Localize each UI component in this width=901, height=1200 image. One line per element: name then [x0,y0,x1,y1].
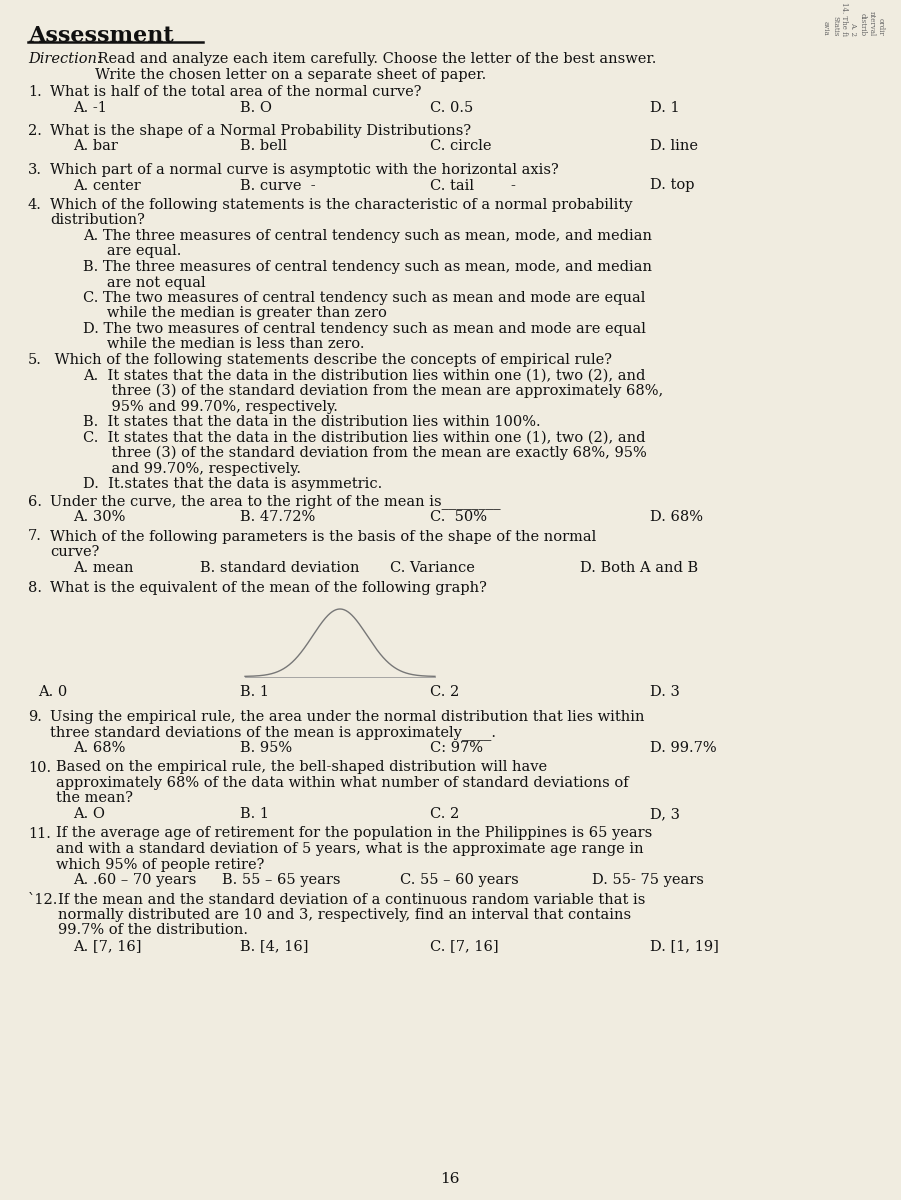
Text: D. 99.7%: D. 99.7% [650,740,716,755]
Text: A. [7, 16]: A. [7, 16] [73,938,141,953]
Text: D. 55- 75 years: D. 55- 75 years [592,874,704,887]
Text: 7.: 7. [28,529,41,544]
Text: B. standard deviation: B. standard deviation [200,560,359,575]
Text: C.  It states that the data in the distribution lies within one (1), two (2), an: C. It states that the data in the distri… [83,431,645,444]
Text: Using the empirical rule, the area under the normal distribution that lies withi: Using the empirical rule, the area under… [50,710,644,724]
Text: A. O: A. O [73,806,105,821]
Text: Based on the empirical rule, the bell-shaped distribution will have: Based on the empirical rule, the bell-sh… [56,761,547,774]
Text: A. mean: A. mean [73,560,133,575]
Text: C. 0.5: C. 0.5 [430,101,473,114]
Text: A. .60 – 70 years: A. .60 – 70 years [73,874,196,887]
Text: B.  It states that the data in the distribution lies within 100%.: B. It states that the data in the distri… [83,415,541,428]
Text: A. center: A. center [73,179,141,192]
Text: ordir
nterval
distrib
A. 2
14. The fi
Statis
avia: ordir nterval distrib A. 2 14. The fi St… [822,2,885,36]
Text: curve?: curve? [50,545,99,559]
Text: three (3) of the standard deviation from the mean are approximately 68%,: three (3) of the standard deviation from… [93,384,663,398]
Text: C. 55 – 60 years: C. 55 – 60 years [400,874,519,887]
Text: If the average age of retirement for the population in the Philippines is 65 yea: If the average age of retirement for the… [56,827,652,840]
Text: 16: 16 [441,1172,460,1186]
Text: D. Both A and B: D. Both A and B [580,560,698,575]
Text: D.  It.states that the data is asymmetric.: D. It.states that the data is asymmetric… [83,476,382,491]
Text: B. The three measures of central tendency such as mean, mode, and median: B. The three measures of central tendenc… [83,260,652,274]
Text: and 99.70%, respectively.: and 99.70%, respectively. [93,462,301,475]
Text: B. [4, 16]: B. [4, 16] [240,938,308,953]
Text: D. line: D. line [650,139,698,154]
Text: 2.: 2. [28,124,41,138]
Text: Which of the following parameters is the basis of the shape of the normal: Which of the following parameters is the… [50,529,596,544]
Text: B. 95%: B. 95% [240,740,292,755]
Text: Assessment: Assessment [28,25,174,47]
Text: C. circle: C. circle [430,139,492,154]
Text: which 95% of people retire?: which 95% of people retire? [56,858,264,871]
Text: distribution?: distribution? [50,214,145,228]
Text: `12.: `12. [28,893,59,906]
Text: 10.: 10. [28,761,51,774]
Text: B. 1: B. 1 [240,684,269,698]
Text: 11.: 11. [28,827,50,840]
Text: A. 68%: A. 68% [73,740,125,755]
Text: 3.: 3. [28,163,42,176]
Text: D. 1: D. 1 [650,101,679,114]
Text: Which part of a normal curve is asymptotic with the horizontal axis?: Which part of a normal curve is asymptot… [50,163,559,176]
Text: Which of the following statements is the characteristic of a normal probability: Which of the following statements is the… [50,198,633,212]
Text: B. O: B. O [240,101,272,114]
Text: D. The two measures of central tendency such as mean and mode are equal: D. The two measures of central tendency … [83,322,646,336]
Text: B. 55 – 65 years: B. 55 – 65 years [222,874,341,887]
Text: while the median is greater than zero: while the median is greater than zero [93,306,387,320]
Text: 1.: 1. [28,85,41,98]
Text: the mean?: the mean? [56,792,133,805]
Text: 6.: 6. [28,494,42,509]
Text: D. 68%: D. 68% [650,510,703,524]
Text: are equal.: are equal. [93,245,181,258]
Text: A. The three measures of central tendency such as mean, mode, and median: A. The three measures of central tendenc… [83,229,652,242]
Text: D. 3: D. 3 [650,684,680,698]
Text: 95% and 99.70%, respectively.: 95% and 99.70%, respectively. [93,400,338,414]
Text: B. bell: B. bell [240,139,287,154]
Text: and with a standard deviation of 5 years, what is the approximate age range in: and with a standard deviation of 5 years… [56,842,643,856]
Text: C. 2: C. 2 [430,806,460,821]
Text: A.  It states that the data in the distribution lies within one (1), two (2), an: A. It states that the data in the distri… [83,368,645,383]
Text: B. 1: B. 1 [240,806,269,821]
Text: Direction:: Direction: [28,52,102,66]
Text: What is the shape of a Normal Probability Distributions?: What is the shape of a Normal Probabilit… [50,124,471,138]
Text: C. [7, 16]: C. [7, 16] [430,938,498,953]
Text: Under the curve, the area to the right of the mean is________: Under the curve, the area to the right o… [50,494,501,509]
Text: C: 97%: C: 97% [430,740,483,755]
Text: 5.: 5. [28,353,41,367]
Text: D. top: D. top [650,179,695,192]
Text: A. -1: A. -1 [73,101,107,114]
Text: D, 3: D, 3 [650,806,680,821]
Text: A. 30%: A. 30% [73,510,125,524]
Text: 4.: 4. [28,198,41,212]
Text: D. [1, 19]: D. [1, 19] [650,938,719,953]
Text: C. 2: C. 2 [430,684,460,698]
Text: If the mean and the standard deviation of a continuous random variable that is: If the mean and the standard deviation o… [58,893,645,906]
Text: 99.7% of the distribution.: 99.7% of the distribution. [58,924,248,937]
Text: A. bar: A. bar [73,139,118,154]
Text: approximately 68% of the data within what number of standard deviations of: approximately 68% of the data within wha… [56,776,629,790]
Text: normally distributed are 10 and 3, respectively, find an interval that contains: normally distributed are 10 and 3, respe… [58,908,631,922]
Text: B. 47.72%: B. 47.72% [240,510,315,524]
Text: C. The two measures of central tendency such as mean and mode are equal: C. The two measures of central tendency … [83,290,645,305]
Text: three standard deviations of the mean is approximately____.: three standard deviations of the mean is… [50,726,496,740]
Text: What is half of the total area of the normal curve?: What is half of the total area of the no… [50,85,422,98]
Text: What is the equivalent of the mean of the following graph?: What is the equivalent of the mean of th… [50,581,487,595]
Text: A. 0: A. 0 [38,684,68,698]
Text: 9.: 9. [28,710,41,724]
Text: C. tail        -: C. tail - [430,179,516,192]
Text: Which of the following statements describe the concepts of empirical rule?: Which of the following statements descri… [50,353,612,367]
Text: Write the chosen letter on a separate sheet of paper.: Write the chosen letter on a separate sh… [95,67,487,82]
Text: C. Variance: C. Variance [390,560,475,575]
Text: while the median is less than zero.: while the median is less than zero. [93,337,365,352]
Text: B. curve  -: B. curve - [240,179,315,192]
Text: 8.: 8. [28,581,42,595]
Text: are not equal: are not equal [93,276,205,289]
Text: C.  50%: C. 50% [430,510,487,524]
Text: three (3) of the standard deviation from the mean are exactly 68%, 95%: three (3) of the standard deviation from… [93,446,647,461]
Text: Read and analyze each item carefully. Choose the letter of the best answer.: Read and analyze each item carefully. Ch… [93,52,656,66]
